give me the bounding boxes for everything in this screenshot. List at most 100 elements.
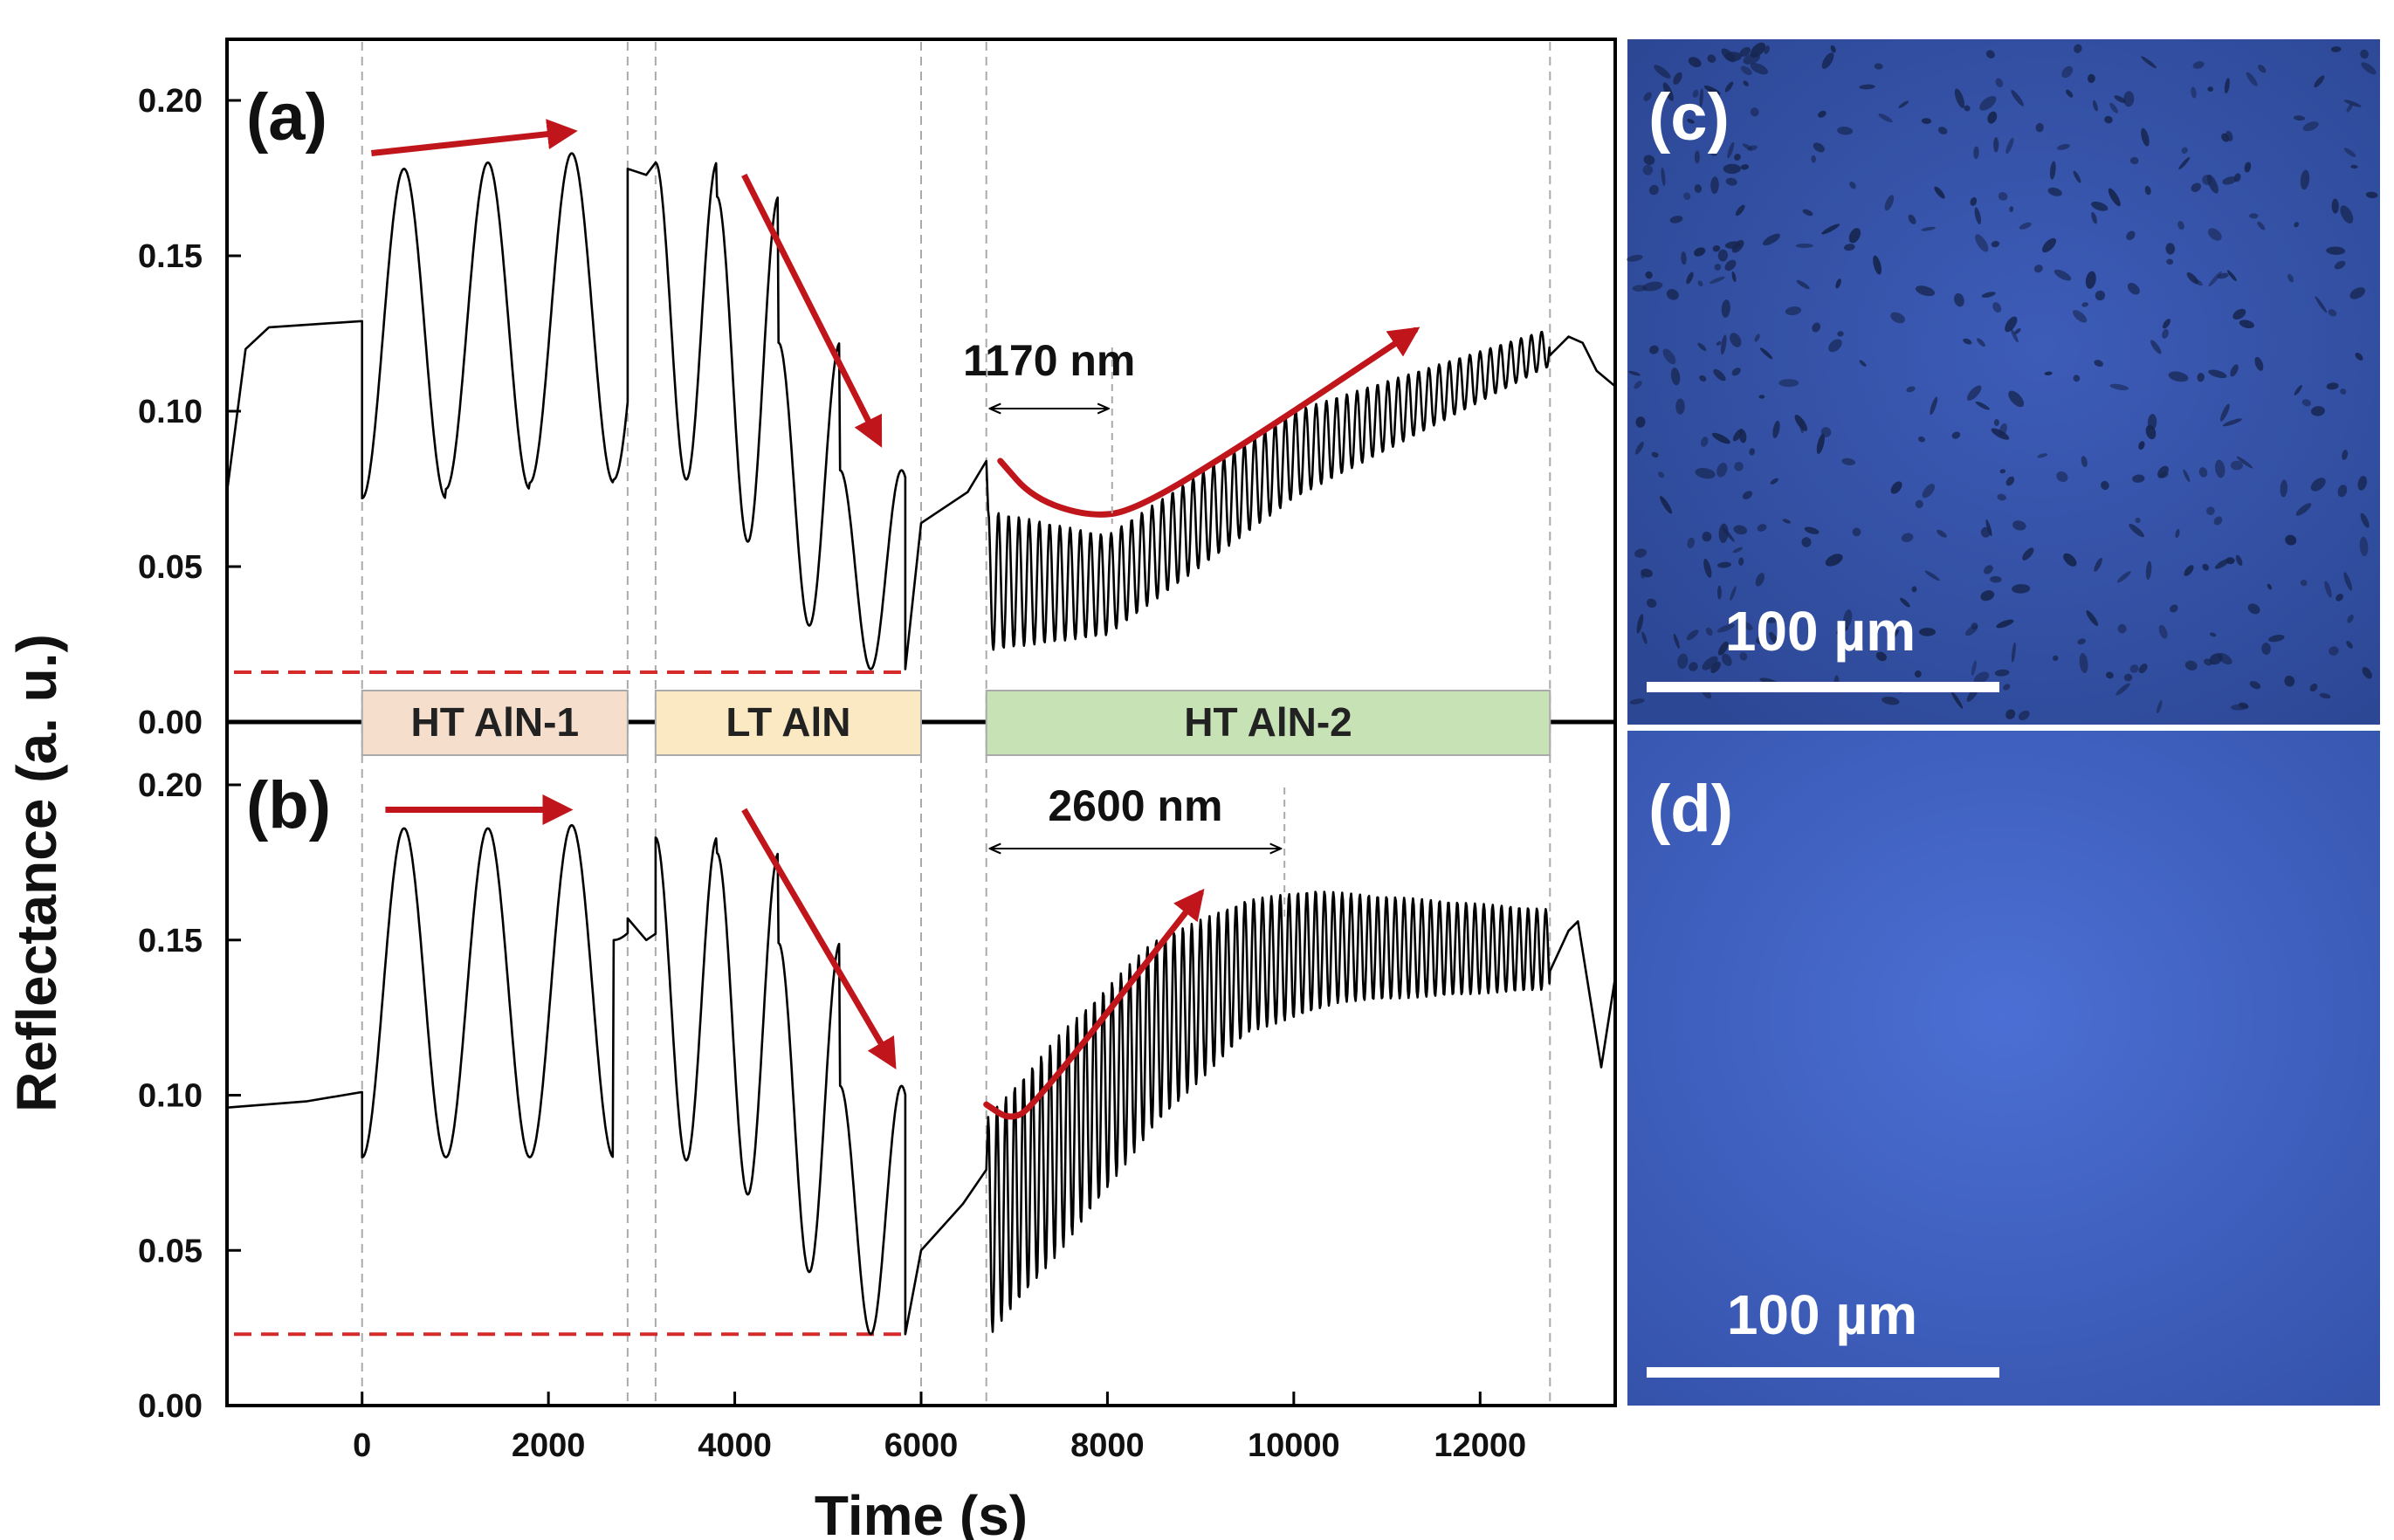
- defect-speck: [2010, 328, 2019, 343]
- defect-speck: [2019, 222, 2032, 230]
- defect-speck: [1811, 155, 1816, 163]
- defect-speck: [2208, 369, 2227, 379]
- defect-speck: [1641, 281, 1663, 292]
- phase-label: HT AlN-1: [411, 699, 580, 745]
- defect-speck: [2012, 584, 2031, 594]
- defect-speck: [1733, 525, 1748, 535]
- defect-speck: [2166, 258, 2174, 265]
- panel-label-a: (a): [246, 80, 327, 155]
- defect-speck: [2056, 471, 2068, 483]
- defect-speck: [2239, 320, 2255, 329]
- defect-speck: [2108, 188, 2121, 207]
- defect-speck: [1717, 249, 1729, 262]
- defect-speck: [2249, 213, 2259, 219]
- defect-speck: [2066, 89, 2074, 98]
- defect-speck: [2359, 536, 2369, 557]
- defect-speck: [1914, 670, 1922, 678]
- defect-speck: [1922, 484, 1936, 498]
- defect-speck: [1713, 368, 1726, 382]
- defect-speck: [2349, 287, 2365, 299]
- defect-speck: [2314, 75, 2325, 88]
- defect-speck: [2336, 594, 2343, 602]
- defect-speck: [2267, 583, 2273, 590]
- axis-ticks: 0.00 0.05 0.10 0.15 0.20 0.00 0.05 0.10 0.15 0.20…: [138, 83, 1526, 1464]
- micrograph-d-label: (d): [1648, 772, 1733, 846]
- defect-speck: [1739, 652, 1748, 661]
- defect-speck: [2280, 479, 2288, 498]
- defect-speck: [1686, 272, 1694, 285]
- defect-speck: [1699, 88, 1703, 107]
- defect-speck: [2328, 309, 2337, 317]
- defect-speck: [1919, 628, 1936, 636]
- defect-speck: [2085, 271, 2096, 289]
- micrograph-c-label: (c): [1648, 80, 1730, 155]
- micrograph-c-scale-bar: [1647, 682, 1999, 692]
- defect-speck: [1964, 105, 1971, 112]
- defect-speck: [1724, 241, 1742, 249]
- defect-speck: [2005, 709, 2016, 719]
- defect-speck: [1636, 614, 1644, 634]
- defect-speck: [1901, 533, 1914, 543]
- defect-speck: [1635, 416, 1646, 428]
- defect-speck: [1660, 496, 1673, 514]
- defect-speck: [2222, 176, 2237, 185]
- defect-speck: [2123, 673, 2133, 682]
- defect-speck: [2287, 273, 2294, 283]
- defect-speck: [1717, 561, 1731, 568]
- defect-speck: [2011, 89, 2024, 107]
- phase-box: [654, 690, 922, 756]
- defect-speck: [2232, 308, 2246, 320]
- defect-speck: [1651, 451, 1659, 458]
- defect-speck: [1971, 660, 1977, 676]
- defect-speck: [1812, 322, 1821, 333]
- defect-speck: [2184, 565, 2194, 576]
- defect-speck: [2191, 86, 2197, 99]
- defect-speck: [2326, 382, 2339, 390]
- defect-speck: [2129, 664, 2139, 673]
- defect-speck: [2324, 581, 2332, 598]
- defect-speck: [2145, 560, 2152, 581]
- defect-speck: [1794, 414, 1808, 431]
- defect-specks: [1627, 42, 2378, 720]
- defect-speck: [2310, 478, 2326, 492]
- defect-speck: [1697, 342, 1707, 351]
- defect-speck: [1984, 565, 1993, 574]
- defect-speck: [2014, 328, 2021, 334]
- defect-speck: [1934, 186, 1945, 199]
- defect-speck: [2063, 553, 2077, 567]
- defect-speck: [2294, 115, 2306, 121]
- defect-speck: [2105, 671, 2114, 679]
- defect-speck: [2230, 364, 2239, 377]
- defect-speck: [1734, 154, 1741, 161]
- defect-speck: [1699, 375, 1707, 382]
- y-tick-label: 0.15: [138, 923, 203, 959]
- defect-speck: [2310, 406, 2325, 416]
- defect-speck: [2202, 175, 2212, 185]
- defect-speck: [1710, 661, 1721, 673]
- defect-speck: [1720, 334, 1727, 355]
- defect-speck: [1884, 195, 1895, 211]
- defect-speck: [2244, 162, 2252, 173]
- defect-speck: [1754, 333, 1760, 342]
- defect-speck: [1921, 118, 1932, 124]
- defect-speck: [1750, 107, 1759, 117]
- defect-speck: [1758, 395, 1765, 399]
- defect-speck: [2073, 310, 2088, 323]
- defect-speck: [2049, 161, 2056, 180]
- defect-speck: [1643, 155, 1655, 165]
- defect-speck: [1875, 651, 1887, 662]
- defect-speck: [2033, 265, 2043, 273]
- defect-speck: [2157, 700, 2163, 714]
- defect-speck: [1730, 586, 1737, 602]
- defect-speck: [1801, 537, 1812, 547]
- defect-speck: [2091, 201, 2109, 211]
- phase-box: [361, 690, 629, 756]
- defect-speck: [1924, 570, 1940, 581]
- x-tick-label: 12000: [1434, 1427, 1526, 1464]
- defect-speck: [2079, 652, 2088, 674]
- defect-speck: [2044, 371, 2053, 376]
- defect-speck: [2337, 485, 2348, 498]
- phase-box: [985, 690, 1551, 756]
- defect-speck: [1813, 142, 1825, 153]
- y-tick-label: 0.00: [138, 1388, 203, 1425]
